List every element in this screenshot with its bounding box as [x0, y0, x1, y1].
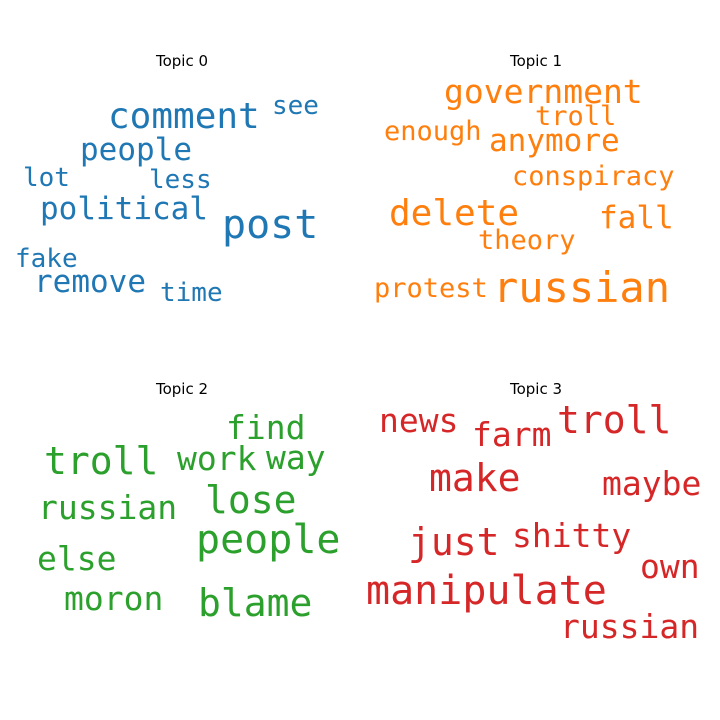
topic-1-word-anymore: anymore	[489, 123, 620, 159]
topic-2-word-way: way	[266, 438, 326, 477]
topic-1-word-russian: russian	[493, 263, 670, 312]
topic-1-word-protest: protest	[374, 273, 488, 304]
topic-0-title: Topic 0	[155, 52, 208, 70]
topic-3-word-farm: farm	[472, 415, 551, 454]
topic-0-word-time: time	[160, 278, 223, 308]
topic-1-word-fall: fall	[599, 200, 674, 236]
topic-1-word-troll: troll	[535, 101, 616, 132]
topic-3-title: Topic 3	[509, 380, 562, 398]
topic-3-word-own: own	[640, 547, 700, 586]
topic-1-title: Topic 1	[509, 52, 562, 70]
topic-1-word-delete: delete	[389, 193, 519, 234]
topic-3-word-troll: troll	[557, 398, 671, 442]
topic-1-word-theory: theory	[478, 225, 576, 256]
topic-0-word-post: post	[222, 202, 318, 248]
topic-0-word-people: people	[80, 132, 192, 168]
topic-2-word-russian: russian	[38, 488, 177, 527]
topic-0-cloud: Topic 0 post comment political people remove s…	[15, 52, 319, 308]
topic-1-cloud: Topic 1 russian delete government anymore fal…	[374, 52, 675, 312]
topic-2-word-moron: moron	[64, 579, 163, 618]
topic-2-word-find: find	[226, 408, 305, 447]
topic-0-word-fake: fake	[15, 244, 78, 274]
topic-3-word-manipulate: manipulate	[366, 568, 607, 614]
topic-0-word-remove: remove	[34, 264, 146, 300]
topic-3-word-maybe: maybe	[602, 464, 701, 503]
topic-0-word-less: less	[149, 165, 212, 195]
topic-2-word-lose: lose	[205, 478, 297, 522]
topic-0-word-lot: lot	[23, 163, 70, 193]
topic-1-word-conspiracy: conspiracy	[512, 161, 675, 192]
topic-2-word-blame: blame	[198, 581, 312, 625]
topic-2-word-else: else	[37, 539, 116, 578]
topic-1-word-government: government	[444, 72, 643, 111]
topic-3-word-just: just	[408, 520, 500, 564]
topic-2-word-troll: troll	[44, 439, 158, 483]
topic-3-word-news: news	[379, 401, 458, 440]
topic-2-word-people: people	[196, 517, 341, 563]
topic-3-word-make: make	[429, 456, 521, 500]
topic-2-word-work: work	[177, 439, 257, 478]
topic-2-cloud: Topic 2 people troll blame lose find russianwo…	[37, 380, 341, 625]
topic-0-word-political: political	[40, 191, 208, 227]
topic-3-cloud: Topic 3 manipulate troll just make news farm sh…	[366, 380, 701, 646]
topic-1-word-enough: enough	[384, 116, 482, 147]
topic-3-word-shitty: shitty	[512, 516, 631, 555]
topic-2-title: Topic 2	[155, 380, 208, 398]
topic-3-word-russian: russian	[560, 607, 699, 646]
topic-0-word-comment: comment	[108, 96, 260, 137]
topic-0-word-see: see	[272, 91, 319, 121]
